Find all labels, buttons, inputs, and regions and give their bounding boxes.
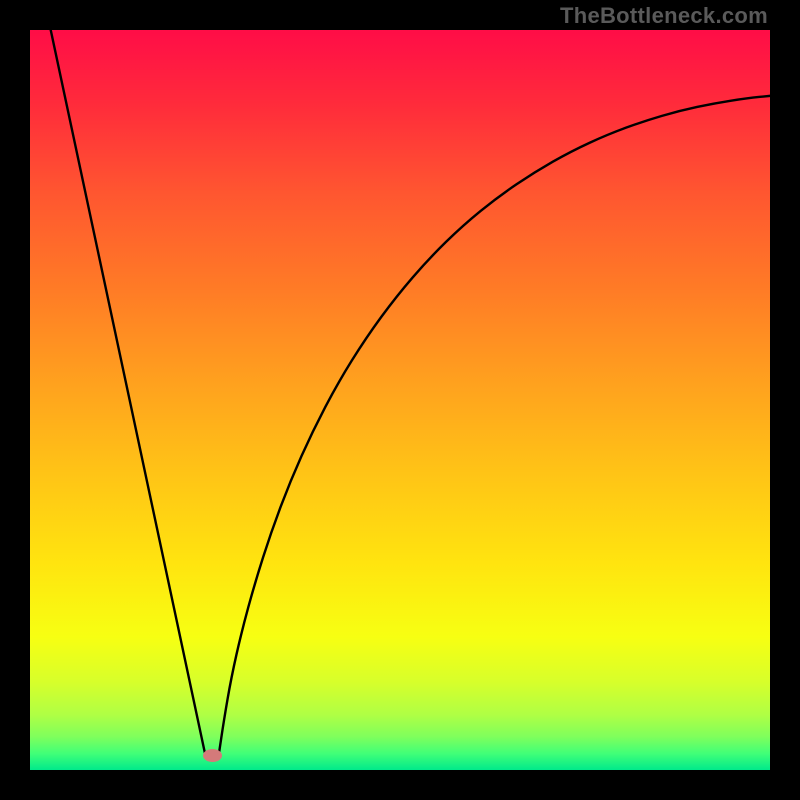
optimum-marker	[203, 749, 222, 762]
frame-left	[0, 0, 30, 800]
watermark: TheBottleneck.com	[560, 3, 768, 29]
frame-bottom	[0, 770, 800, 800]
frame-right	[770, 0, 800, 800]
plot-area	[30, 30, 770, 770]
gradient-background	[30, 30, 770, 770]
bottleneck-chart	[30, 30, 770, 770]
